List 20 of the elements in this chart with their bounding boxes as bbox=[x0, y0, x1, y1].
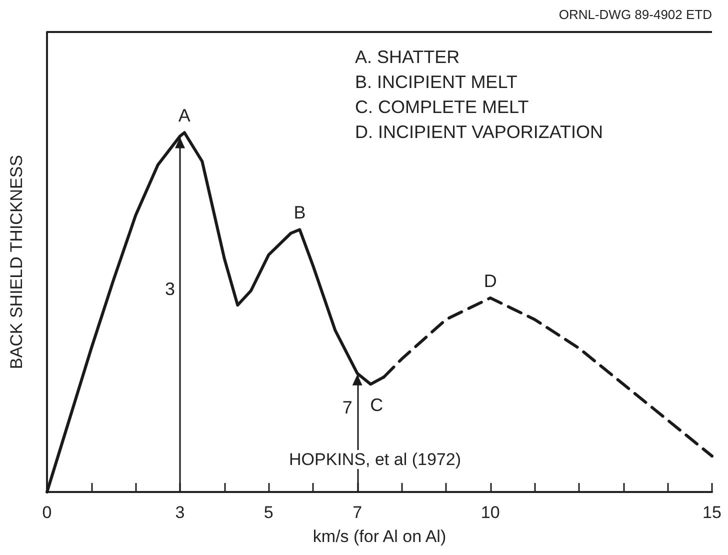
text: B. INCIPIENT MELT bbox=[355, 72, 518, 92]
annotation: B bbox=[294, 202, 306, 223]
ref-line-label: 3 bbox=[164, 279, 175, 300]
text: ORNL-DWG 89-4902 ETD bbox=[558, 7, 712, 22]
annotation: HOPKINS, et al (1972) bbox=[289, 450, 461, 469]
x-tick-label: 5 bbox=[264, 503, 274, 522]
x-axis-title: km/s (for Al on Al) bbox=[312, 527, 446, 546]
y-axis-title: BACK SHIELD THICKNESS bbox=[7, 154, 26, 370]
annotation: A bbox=[178, 106, 190, 126]
text: A. SHATTER bbox=[355, 47, 460, 67]
x-tick-label: 0 bbox=[42, 503, 52, 522]
x-tick-label: 7 bbox=[352, 503, 362, 522]
annotation: D bbox=[484, 270, 497, 291]
text: C. COMPLETE MELT bbox=[355, 97, 529, 117]
annotation: D. INCIPIENT VAPORIZATION bbox=[355, 122, 604, 142]
x-tick-label: 3 bbox=[175, 503, 185, 522]
x-tick-label: 10 bbox=[480, 503, 500, 522]
annotation: C bbox=[370, 395, 384, 416]
ref-line-label: 7 bbox=[342, 398, 352, 418]
x-tick-label: 15 bbox=[702, 503, 722, 522]
